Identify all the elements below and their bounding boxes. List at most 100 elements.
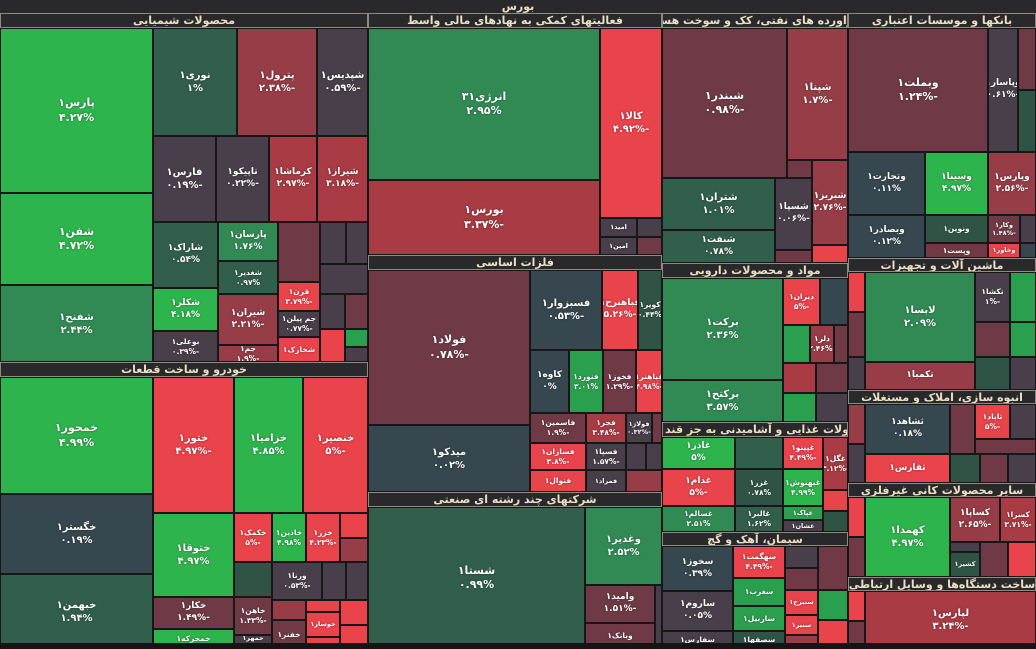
stock-tile-لابسا۱[interactable]: لابسا۱ ۲.۰۹% xyxy=(865,272,975,362)
stock-tile-unlabeled[interactable] xyxy=(975,439,1036,454)
stock-tile-دلر۱[interactable]: دلر۱-۲.۴۶% xyxy=(810,325,834,363)
stock-tile-unlabeled[interactable] xyxy=(345,294,368,329)
stock-tile-unlabeled[interactable] xyxy=(646,443,662,470)
stock-tile-شپدیس۱[interactable]: شپدیس۱ -۰.۵۹% xyxy=(317,28,368,136)
stock-tile-unlabeled[interactable] xyxy=(320,294,345,329)
stock-tile-بورس۱[interactable]: بورس۱ -۳.۳۷% xyxy=(368,180,600,255)
stock-tile-unlabeled[interactable] xyxy=(787,160,812,178)
stock-tile-خاذین۱[interactable]: خاذین۱ ۴.۹۸% xyxy=(272,513,306,562)
stock-tile-کسرا۱[interactable]: کسرا۱ -۳.۷۱% xyxy=(1000,497,1036,542)
stock-tile-فسپا۱[interactable]: فسپا۱ -۱.۵۷% xyxy=(586,443,626,470)
stock-tile-کالا۱[interactable]: کالا۱ -۴.۹۲% xyxy=(600,28,662,218)
stock-tile-خکار۱[interactable]: خکار۱ -۱.۴۹% xyxy=(153,597,234,629)
stock-tile-unlabeled[interactable] xyxy=(626,443,646,470)
stock-tile-unlabeled[interactable] xyxy=(1020,243,1036,258)
stock-tile-فجر۱[interactable]: فجر۱ -۳.۴۸% xyxy=(586,413,626,443)
stock-tile-خکمک۱[interactable]: خکمک۱ -۵% xyxy=(234,513,272,562)
stock-tile-غدام۱[interactable]: غدام۱ -۵% xyxy=(662,469,735,506)
stock-tile-شتران۱[interactable]: شتران۱ ۱.۰۱% xyxy=(662,178,775,230)
stock-tile-unlabeled[interactable] xyxy=(652,413,662,443)
stock-tile-unlabeled[interactable] xyxy=(345,329,368,347)
stock-tile-unlabeled[interactable] xyxy=(785,546,818,568)
stock-tile-تکشا۱[interactable]: تکشا۱ -۱% xyxy=(975,272,1010,322)
stock-tile-غپینو۱[interactable]: غپینو۱ -۴.۴۹% xyxy=(783,437,823,469)
stock-tile-unlabeled[interactable] xyxy=(1018,28,1036,90)
stock-tile-unlabeled[interactable] xyxy=(980,542,1008,577)
stock-tile-خاهن۱[interactable]: خاهن۱ -۱.۳۳% xyxy=(234,597,272,635)
stock-tile-unlabeled[interactable] xyxy=(1008,542,1036,577)
stock-tile-unlabeled[interactable] xyxy=(278,222,320,282)
stock-tile-پارسان۱[interactable]: پارسان۱ ۱.۷۶% xyxy=(218,222,278,261)
stock-tile-unlabeled[interactable] xyxy=(345,347,368,362)
stock-tile-unlabeled[interactable] xyxy=(1018,90,1036,152)
stock-tile-unlabeled[interactable] xyxy=(340,600,368,625)
stock-tile-unlabeled[interactable] xyxy=(975,322,1010,357)
stock-tile-unlabeled[interactable] xyxy=(1008,454,1036,483)
stock-tile-شپنا۱[interactable]: شپنا۱ -۱.۷% xyxy=(787,28,848,160)
stock-tile-غسالم۱[interactable]: غسالم۱ ۲.۵۱% xyxy=(662,506,735,532)
stock-tile-وپارس۱[interactable]: وپارس۱ -۲.۵۶% xyxy=(988,152,1036,215)
stock-tile-امین۱[interactable]: امین۱ xyxy=(600,237,637,255)
stock-tile-unlabeled[interactable] xyxy=(306,600,340,612)
stock-tile-ورنا۱[interactable]: ورنا۱ -۰.۵۳% xyxy=(272,562,322,600)
stock-tile-unlabeled[interactable] xyxy=(1010,404,1036,439)
section-header-pharma[interactable]: مواد و محصولات دارویی xyxy=(662,263,848,278)
stock-tile-ثشاهد۱[interactable]: ثشاهد۱ ۰.۱۸% xyxy=(865,404,950,454)
stock-tile-ساربیل۱[interactable]: ساربیل۱ xyxy=(733,606,785,631)
stock-tile-خزر۱[interactable]: خزر۱ -۴.۲۳% xyxy=(306,513,340,562)
stock-tile-سهگمت۱[interactable]: سهگمت۱ -۴.۴۹% xyxy=(733,546,785,578)
stock-tile-غگل۱[interactable]: غگل۱-۳.۱۲% xyxy=(823,437,848,490)
section-header-real-estate[interactable]: انبوه سازی، املاک و مستغلات xyxy=(848,390,1036,404)
stock-tile-unlabeled[interactable] xyxy=(272,600,306,620)
stock-tile-جم پیلن۱[interactable]: جم پیلن۱ -۰.۷۷% xyxy=(278,311,320,337)
stock-tile-فنوال۱[interactable]: فنوال۱ xyxy=(530,470,586,492)
stock-tile-شسپا۱[interactable]: شسپا۱ -۰.۰۶% xyxy=(775,178,812,250)
stock-tile-غزر۱[interactable]: غزر۱ ۰.۷۸% xyxy=(735,469,783,506)
stock-tile-میدکو۱[interactable]: میدکو۱ ۰.۰۲% xyxy=(368,425,530,492)
stock-tile-unlabeled[interactable] xyxy=(1010,322,1036,357)
stock-tile-unlabeled[interactable] xyxy=(980,454,1008,483)
stock-tile-فمراد۱[interactable]: فمراد۱ xyxy=(586,470,626,492)
stock-tile-قرن۱[interactable]: قرن۱ -۳.۷۹% xyxy=(278,282,320,311)
stock-tile-وتجارت۱[interactable]: وتجارت۱ ۰.۱۱% xyxy=(848,152,925,215)
section-header-metals[interactable]: فلزات اساسی xyxy=(368,255,662,270)
stock-tile-شبندر۱[interactable]: شبندر۱ -۰.۹۸% xyxy=(662,28,787,178)
stock-tile-خمحور۱[interactable]: خمحور۱ ۴.۹۹% xyxy=(0,377,153,494)
stock-tile-unlabeled[interactable] xyxy=(626,470,662,492)
stock-tile-فسازان۱[interactable]: فسازان۱ -۳.۸% xyxy=(530,443,586,470)
stock-tile-شکلر۱[interactable]: شکلر۱ ۴.۱۸% xyxy=(153,288,218,331)
stock-tile-شخارک۱[interactable]: شخارک۱ xyxy=(278,337,320,362)
stock-tile-فنورد۱[interactable]: فنورد۱ ۳.۰۱% xyxy=(569,350,603,413)
stock-tile-ونوین۱[interactable]: ونوین۱ xyxy=(925,215,988,243)
stock-tile-unlabeled[interactable] xyxy=(848,272,865,312)
stock-tile-شغدیر۱[interactable]: شغدیر۱ ۰.۹۷% xyxy=(218,261,278,294)
section-header-food[interactable]: محصولات غذایی و آشامیدنی به جز قند و ش xyxy=(662,422,848,437)
stock-tile-برکتح۱[interactable]: برکتح۱ ۳.۵۷% xyxy=(662,380,783,422)
stock-tile-unlabeled[interactable] xyxy=(234,562,272,597)
stock-tile-غبهنوش۱[interactable]: غبهنوش۱ ۴.۹۹% xyxy=(783,469,823,506)
stock-tile-دیران۱[interactable]: دیران۱ -۵% xyxy=(783,278,820,325)
stock-tile-ثاباد۱[interactable]: ثاباد۱ -۵% xyxy=(975,404,1010,439)
stock-tile-شستا۱[interactable]: شستا۱ ۰.۹۹% xyxy=(368,507,585,649)
stock-tile-unlabeled[interactable] xyxy=(735,437,783,469)
stock-tile-سخوز۱[interactable]: سخوز۱ ۰.۳۹% xyxy=(662,546,733,591)
stock-tile-نوری۱[interactable]: نوری۱ ۱% xyxy=(153,28,237,136)
stock-tile-unlabeled[interactable] xyxy=(637,218,662,237)
stock-tile-وکار۱[interactable]: وکار۱ -۱.۴۸% xyxy=(988,215,1020,243)
stock-tile-کساپا۱[interactable]: کساپا۱ -۲.۶۵% xyxy=(950,497,1000,542)
stock-tile-unlabeled[interactable] xyxy=(823,511,848,532)
stock-tile-امید۱[interactable]: امید۱ xyxy=(600,218,637,237)
stock-tile-کرماشا۱[interactable]: کرماشا۱ -۲.۹۷% xyxy=(269,136,317,222)
stock-tile-وپست۱[interactable]: وپست۱ xyxy=(925,243,988,258)
stock-tile-شفن۱[interactable]: شفن۱ ۴.۷۲% xyxy=(0,193,153,285)
stock-tile-unlabeled[interactable] xyxy=(812,245,848,263)
stock-tile-unlabeled[interactable] xyxy=(1010,357,1036,390)
stock-tile-جم۱[interactable]: جم۱ -۱.۹% xyxy=(218,345,278,362)
section-header-banks[interactable]: بانکها و موسسات اعتباری xyxy=(848,13,1036,28)
stock-tile-ثفارس۱[interactable]: ثفارس۱ xyxy=(865,454,950,483)
stock-tile-unlabeled[interactable] xyxy=(340,513,368,538)
stock-tile-فولاژ۱[interactable]: فولاژ۱ -۰.۳۲% xyxy=(626,413,652,443)
stock-tile-فخوز۱[interactable]: فخوز۱ -۱.۲۹% xyxy=(603,350,636,413)
stock-tile-کاوه۱[interactable]: کاوه۱ ۰% xyxy=(530,350,569,413)
stock-tile-خگستر۱[interactable]: خگستر۱ ۰.۱۹% xyxy=(0,494,153,574)
